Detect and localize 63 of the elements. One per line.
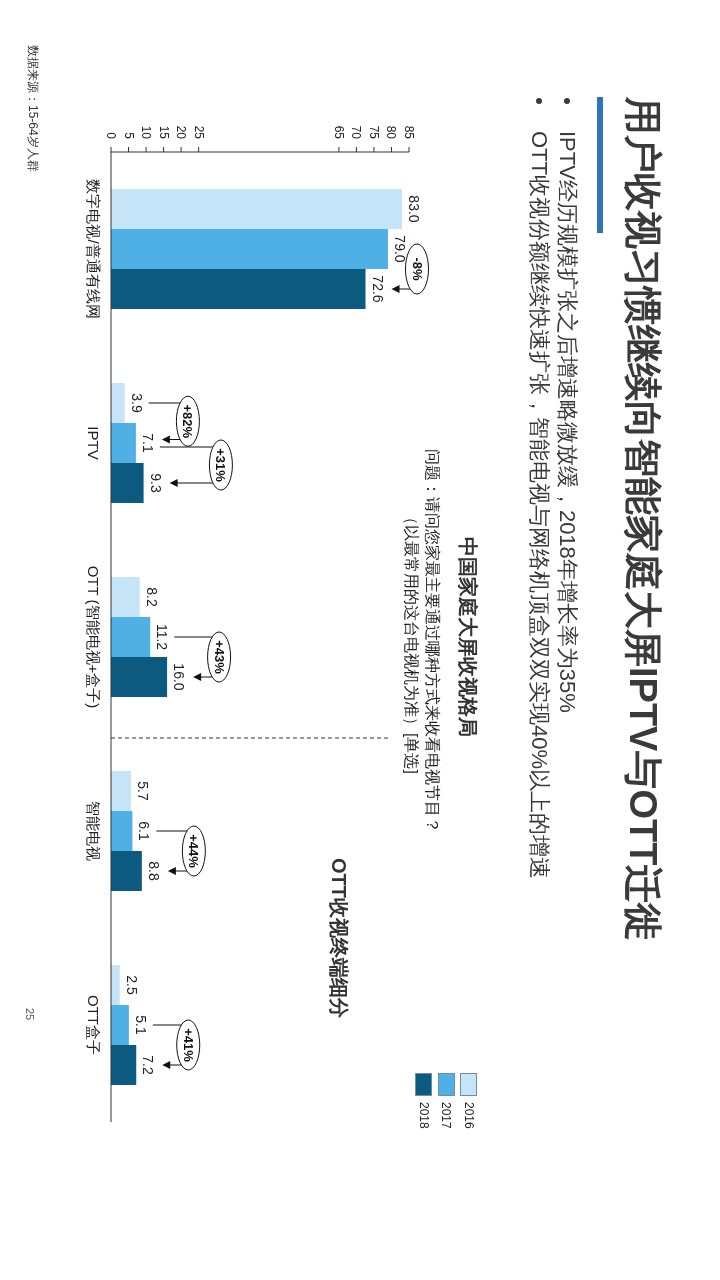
text: -8% — [409, 257, 425, 281]
y-tick-label: 数字电视/普通有线网 — [84, 179, 102, 319]
annotation: +41% — [180, 1028, 196, 1063]
data-label: 9.3 — [147, 473, 164, 493]
data-label: 5.7 — [134, 781, 151, 801]
legend-label: 2016 — [461, 1102, 476, 1129]
bar — [111, 965, 120, 1005]
legend-label: 2017 — [439, 1102, 453, 1129]
data-label: 16.0 — [171, 663, 188, 691]
annotation: +43% — [211, 640, 227, 675]
y-tick-label: 智能电视 — [84, 801, 102, 861]
bar — [111, 811, 133, 851]
source-note: 数据来源：15-64岁人群 — [24, 45, 40, 172]
x-tick-label: 5 — [121, 132, 136, 140]
data-label: 8.8 — [145, 861, 162, 881]
bar — [111, 851, 142, 891]
bar — [111, 463, 144, 503]
text: IPTV经历规模扩张之后增速略微放缓，2018年增长率为35% — [554, 131, 580, 713]
data-label: 7.2 — [140, 1055, 157, 1075]
bar — [111, 1045, 137, 1085]
bar — [111, 189, 402, 229]
annotation: 问题：请问您家最主要通过哪种方式来收看电视节目？（以最常用的这台电视机为准）[单选] — [401, 448, 442, 835]
y-tick-label: IPTV — [84, 426, 102, 460]
text: 用户收视习惯继续向智能家庭大屏IPTV与OTT迁徙 — [621, 97, 665, 942]
bar — [111, 657, 168, 697]
data-label: 83.0 — [405, 195, 422, 223]
annotation: +82% — [180, 404, 196, 439]
bar — [111, 771, 131, 811]
bar — [111, 229, 388, 269]
x-tick-label: 0 — [104, 132, 118, 140]
data-label: 11.2 — [154, 623, 171, 651]
x-tick-label: 20 — [174, 125, 189, 140]
text: 中国家庭大屏收视格局 — [456, 537, 480, 737]
data-label: 79.0 — [391, 235, 408, 263]
text: 25 — [23, 1008, 37, 1021]
data-label: 5.1 — [132, 1015, 149, 1035]
x-tick-label: 15 — [156, 125, 171, 140]
x-tick-label: 65 — [331, 125, 346, 140]
annotation: +31% — [213, 448, 229, 483]
data-label: 8.2 — [143, 587, 160, 607]
y-tick-label: OTT (智能电视+盒子) — [84, 565, 102, 709]
y-tick-label: OTT盒子 — [84, 995, 102, 1055]
data-label: 72.6 — [369, 275, 386, 303]
bar — [111, 577, 140, 617]
data-label: 3.9 — [128, 393, 145, 413]
x-tick-label: 75 — [366, 125, 381, 140]
bar — [111, 423, 136, 463]
x-tick-label: 25 — [191, 125, 206, 140]
data-label: 6.1 — [136, 821, 153, 841]
bar — [111, 269, 366, 309]
data-label: 2.5 — [123, 975, 140, 995]
annotation: +44% — [186, 834, 202, 869]
x-tick-label: 85 — [402, 125, 416, 140]
bar — [111, 1005, 129, 1045]
bar — [111, 383, 125, 423]
legend-label: 2018 — [416, 1102, 431, 1129]
x-tick-label: 80 — [384, 125, 399, 140]
text: OTT收视份额继续快速扩张，智能电视与网络机顶盒双双实现40%以上的增速 — [526, 131, 552, 880]
annotation: OTT收视终端细分 — [327, 858, 351, 1018]
x-tick-label: 70 — [349, 125, 364, 140]
data-label: 7.1 — [139, 433, 156, 453]
x-tick-label: 10 — [139, 125, 154, 140]
bar — [111, 617, 151, 657]
